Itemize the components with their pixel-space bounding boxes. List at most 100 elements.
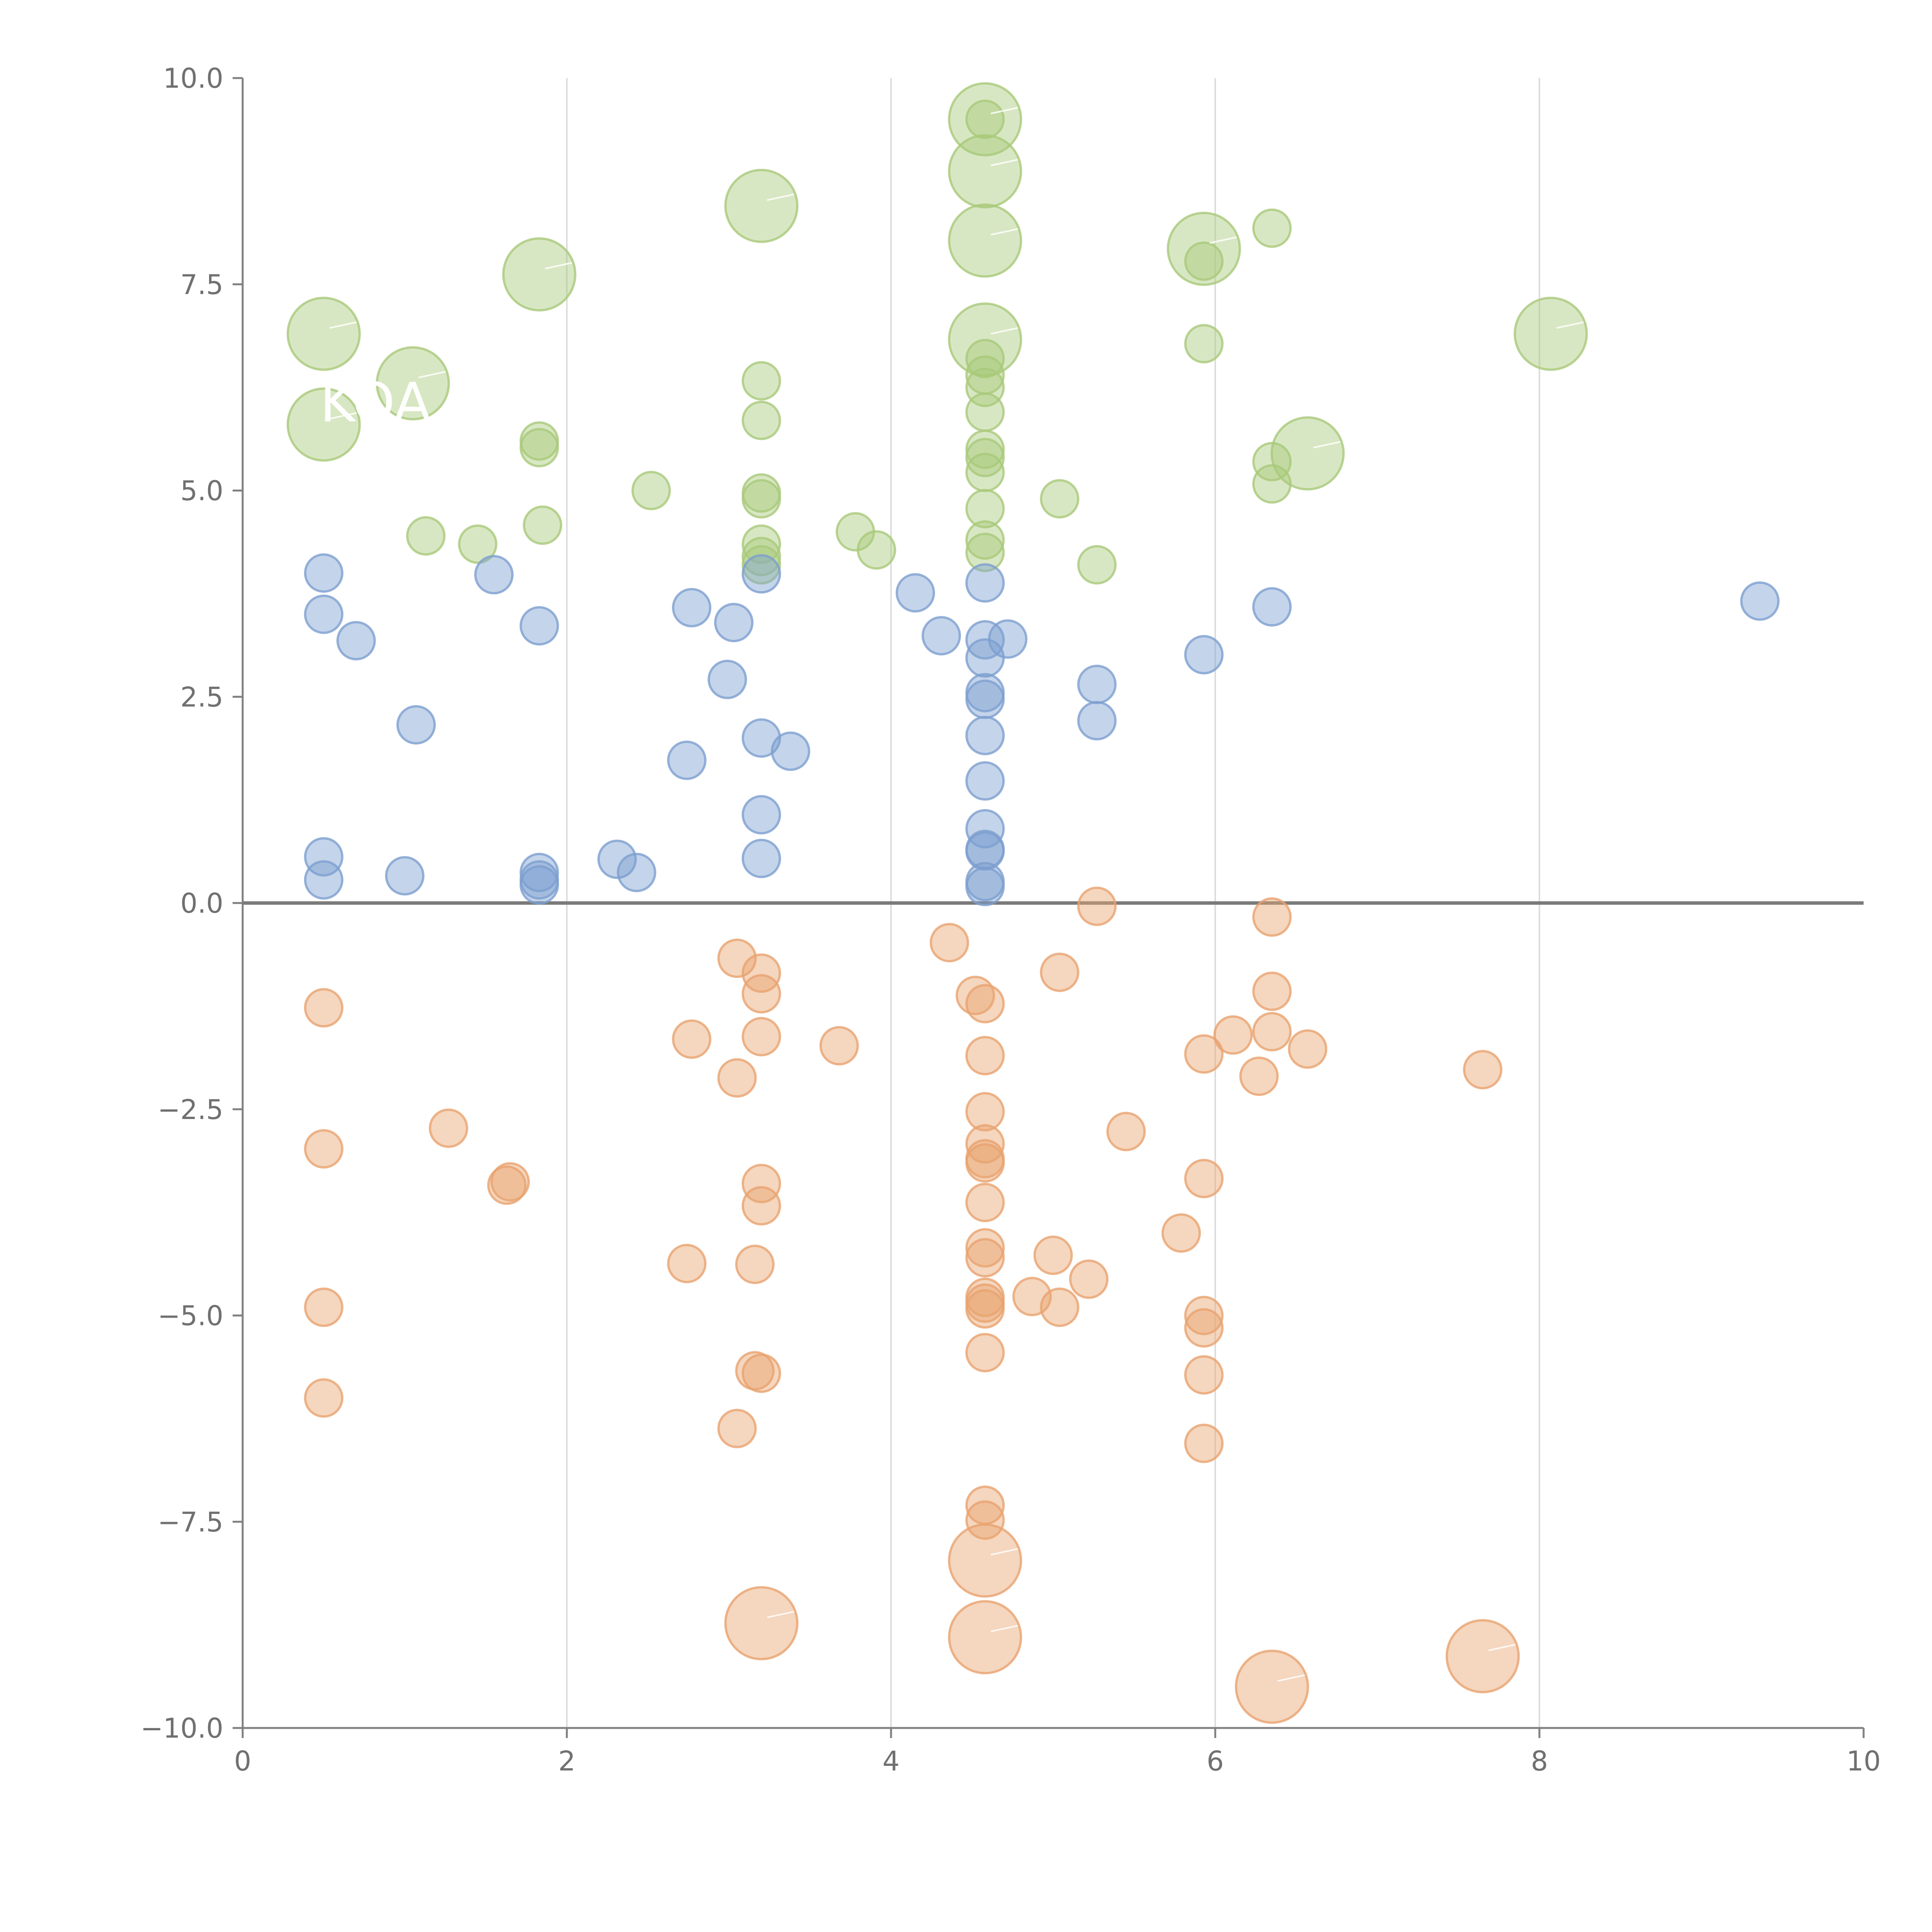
y-tick-label-7: 7.5: [180, 269, 223, 301]
annotation-label: KOA: [320, 371, 431, 434]
bubble-negative-13: [717, 1058, 757, 1098]
bubble-leader-positive-high-3: [545, 262, 573, 270]
bubble-positive-high-17: [523, 505, 563, 545]
bubble-negative-48: [1184, 1296, 1224, 1335]
y-tick-label-1: −7.5: [158, 1506, 223, 1538]
bubble-positive-low-12: [597, 839, 637, 879]
bubble-negative-56: [1252, 1012, 1292, 1052]
bubble-positive-low-20: [770, 731, 810, 771]
bubble-positive-high-23: [742, 524, 781, 564]
bubble-positive-high-35: [965, 489, 1005, 529]
x-tick-label-4: 8: [1531, 1745, 1548, 1777]
bubble-positive-high-22: [742, 479, 781, 519]
bubble-negative-59: [724, 1586, 799, 1660]
x-tick-label-1: 2: [558, 1745, 576, 1777]
bubble-negative-0: [304, 988, 344, 1028]
bubble-positive-low-33: [965, 809, 1005, 849]
bubble-negative-63: [1446, 1619, 1520, 1694]
bubble-negative-55: [1252, 971, 1292, 1011]
bubble-positive-low-42: [1740, 581, 1780, 621]
bubble-positive-high-19: [742, 361, 781, 401]
bubble-positive-low-39: [1077, 701, 1117, 741]
bubble-positive-low-3: [474, 555, 514, 595]
bubble-positive-high-41: [1184, 324, 1224, 364]
bubble-positive-low-17: [667, 740, 707, 780]
bubble-negative-25: [965, 1092, 1005, 1132]
bubble-negative-54: [1252, 897, 1292, 937]
bubble-negative-19: [717, 1408, 757, 1448]
bubble-negative-46: [1184, 1034, 1224, 1074]
bubble-negative-4: [429, 1108, 468, 1148]
bubble-negative-40: [1040, 952, 1080, 992]
bubble-negative-9: [717, 939, 757, 978]
bubble-leader-negative-4: [1488, 1644, 1516, 1651]
bubble-leader-positive-high-2: [329, 412, 357, 420]
bubble-negative-6: [487, 1165, 527, 1205]
bubble-positive-low-2: [336, 621, 376, 661]
bubble-positive-low-38: [1077, 665, 1117, 704]
bubble-positive-low-37: [965, 867, 1005, 906]
bubble-leader-positive-high-8: [990, 327, 1018, 335]
bubble-negative-58: [1463, 1050, 1503, 1090]
bubble-positive-low-11: [519, 865, 559, 905]
bubble-negative-52: [1213, 1015, 1253, 1055]
bubble-positive-high-12: [965, 99, 1005, 139]
bubble-positive-high-10: [1514, 296, 1588, 371]
bubble-negative-14: [742, 1163, 781, 1203]
bubble-negative-20: [819, 1026, 859, 1066]
y-tick-label-8: 10.0: [163, 63, 223, 94]
bubble-leader-negative-2: [990, 1625, 1018, 1633]
bubble-negative-12: [742, 1017, 781, 1056]
bubble-positive-high-31: [965, 392, 1005, 432]
bubble-positive-low-22: [742, 838, 781, 878]
bubble-positive-high-14: [458, 524, 498, 564]
bubble-negative-11: [742, 974, 781, 1014]
bubble-positive-high-25: [742, 545, 781, 585]
bubble-negative-49: [1184, 1308, 1224, 1348]
bubble-positive-low-18: [742, 554, 781, 594]
bubble-negative-24: [965, 1036, 1005, 1075]
bubble-positive-high-39: [1077, 545, 1117, 585]
bubble-positive-high-13: [406, 516, 446, 556]
bubble-positive-low-21: [742, 795, 781, 835]
bubble-leader-positive-high-0: [329, 321, 357, 329]
bubble-positive-low-0: [304, 553, 344, 593]
bubble-positive-high-24: [742, 537, 781, 577]
axes: 0 2 4 6 8 10 −10.0 −7.5 −5.0 −2.5 0.0 2.5 5.0 7.5 10.0: [140, 63, 1881, 1777]
bubble-leader-negative-3: [1277, 1674, 1305, 1682]
x-tick-label-3: 6: [1207, 1745, 1224, 1777]
bubble-positive-low-24: [922, 616, 961, 656]
bubble-positive-low-32: [965, 761, 1005, 801]
bubble-positive-low-40: [1184, 635, 1224, 675]
bubble-positive-low-19: [742, 718, 781, 758]
bubble-positive-low-23: [895, 573, 935, 613]
bubble-negative-37: [965, 1500, 1005, 1540]
bubble-negative-3: [304, 1378, 344, 1418]
bubble-positive-high-27: [857, 530, 896, 570]
bubble-positive-low-41: [1252, 587, 1292, 627]
bubble-negative-18: [742, 1353, 781, 1393]
bubble-negative-31: [965, 1238, 1005, 1278]
bubble-positive-high-1: [376, 346, 450, 420]
bubble-negative-15: [742, 1186, 781, 1226]
bubble-positive-high-3: [502, 237, 577, 312]
bubble-negative-44: [1106, 1112, 1146, 1151]
bubble-negative-30: [965, 1228, 1005, 1268]
bubble-positive-high-37: [965, 532, 1005, 572]
bubble-positive-low-14: [672, 588, 712, 628]
y-tick-label-3: −2.5: [158, 1094, 223, 1126]
bubble-positive-low-35: [965, 831, 1005, 871]
bubble-positive-low-15: [714, 603, 754, 643]
bubble-leader-positive-high-11: [1313, 441, 1341, 449]
bubble-positive-high-6: [948, 134, 1022, 209]
bubble-negative-42: [1069, 1259, 1109, 1299]
bubble-positive-high-20: [742, 401, 781, 440]
annotations: KOA: [320, 371, 431, 434]
bubble-negative-62: [1235, 1650, 1309, 1724]
bubble-positive-low-7: [304, 860, 344, 900]
y-tick-label-6: 5.0: [180, 475, 223, 507]
bubble-negative-41: [1040, 1287, 1080, 1327]
bubble-negative-57: [1288, 1029, 1328, 1069]
